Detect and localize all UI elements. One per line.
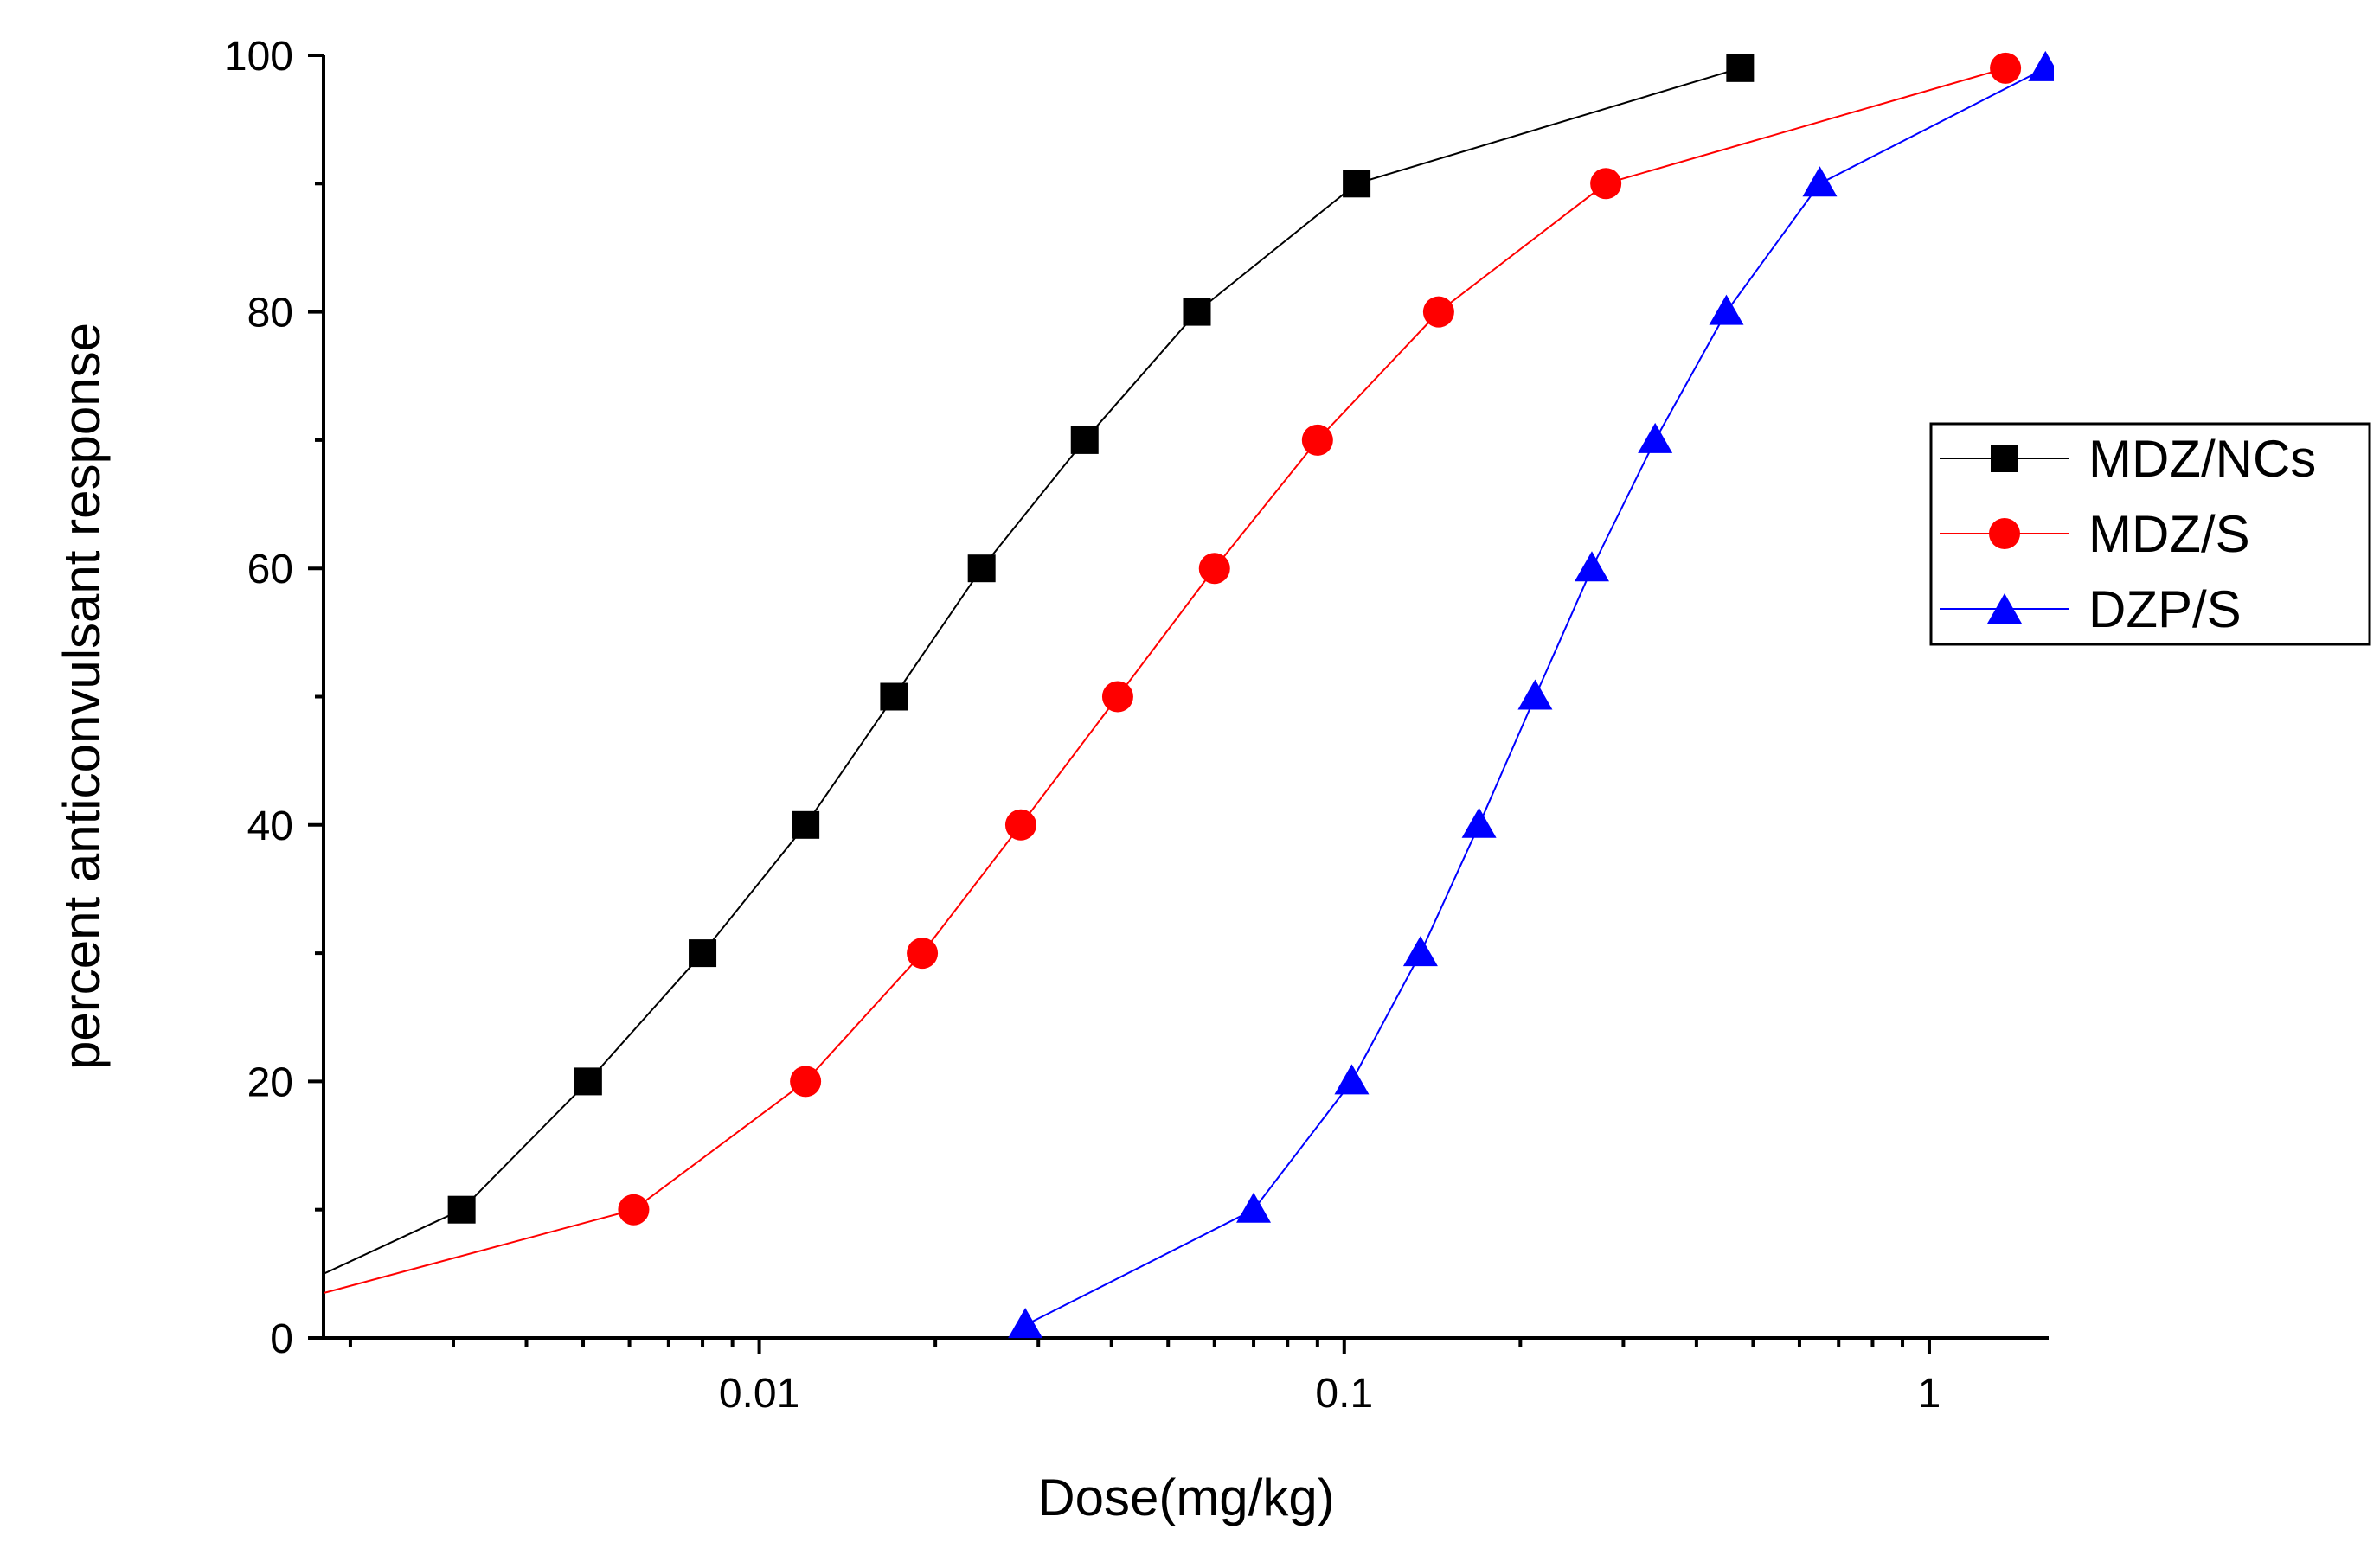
y-tick-label: 80: [247, 291, 293, 336]
data-point-mdz-ncs: [574, 1067, 602, 1096]
data-point-mdz-s: [618, 1194, 650, 1226]
legend-label-mdz-ncs: MDZ/NCs: [2088, 430, 2316, 488]
y-ticks: 0 20 40 60 80 100: [224, 34, 324, 1362]
series-layer: [324, 50, 2054, 1339]
data-point-mdz-ncs: [1343, 170, 1371, 198]
series-mdz-ncs: [324, 54, 1755, 1275]
data-point-mdz-s: [1422, 296, 1454, 328]
legend: MDZ/NCs MDZ/S DZP/S: [1929, 422, 2371, 646]
data-point-mdz-s: [907, 938, 939, 970]
y-tick-label: 100: [224, 34, 293, 80]
series-mdz-s: [324, 52, 2022, 1295]
data-point-mdz-ncs: [1726, 54, 1755, 82]
legend-label-dzp-s: DZP/S: [2088, 580, 2242, 638]
data-point-dzp-s: [1008, 1308, 1043, 1339]
data-point-mdz-ncs: [1183, 298, 1211, 326]
y-axis-title: percent anticonvulsant response: [53, 323, 111, 1070]
y-tick-label: 0: [270, 1316, 293, 1362]
legend-marker-mdz-s: [1989, 518, 2020, 549]
data-point-mdz-ncs: [447, 1195, 476, 1224]
data-point-dzp-s: [2028, 50, 2054, 81]
legend-label-mdz-s: MDZ/S: [2088, 505, 2250, 563]
x-ticks: 0.01 0.1 1: [348, 1338, 1941, 1417]
y-axis: 0 20 40 60 80 100 percent anticonvulsant resp…: [53, 34, 325, 1362]
legend-entry-mdz-ncs: MDZ/NCs: [1940, 430, 2316, 488]
y-tick-label: 20: [247, 1059, 293, 1105]
data-point-dzp-s: [1402, 936, 1438, 967]
legend-marker-mdz-ncs: [1991, 445, 2018, 472]
series-line-mdz-ncs: [324, 67, 1741, 1275]
data-point-mdz-s: [1004, 809, 1036, 841]
y-tick-label: 40: [247, 803, 293, 849]
x-tick-label: 0.1: [1315, 1371, 1373, 1417]
legend-marker-dzp-s: [1987, 593, 2022, 624]
data-point-mdz-s: [1301, 424, 1333, 456]
y-tick-label: 60: [247, 547, 293, 592]
data-point-mdz-ncs: [1070, 426, 1099, 454]
legend-entry-mdz-s: MDZ/S: [1940, 505, 2250, 563]
data-point-mdz-ncs: [689, 939, 717, 968]
data-point-dzp-s: [1709, 294, 1744, 325]
data-point-mdz-ncs: [880, 682, 908, 711]
x-tick-label: 0.01: [719, 1371, 799, 1417]
data-point-mdz-s: [1590, 168, 1622, 200]
data-point-mdz-s: [790, 1066, 822, 1098]
data-point-dzp-s: [1802, 166, 1838, 197]
data-point-mdz-ncs: [967, 554, 996, 583]
data-point-dzp-s: [1334, 1064, 1370, 1095]
data-point-mdz-s: [1101, 681, 1133, 713]
series-dzp-s: [1008, 50, 2054, 1339]
data-point-mdz-s: [1990, 52, 2022, 84]
data-point-dzp-s: [1574, 551, 1609, 582]
data-point-mdz-s: [1198, 553, 1230, 585]
data-point-dzp-s: [1236, 1192, 1272, 1223]
data-point-dzp-s: [1638, 422, 1673, 453]
x-axis: 0.01 0.1 1 Dose(mg/kg): [324, 1336, 2049, 1526]
data-point-mdz-ncs: [792, 810, 820, 839]
x-tick-label: 1: [1918, 1371, 1941, 1417]
series-line-mdz-s: [324, 67, 2006, 1295]
data-point-dzp-s: [1461, 807, 1497, 838]
data-point-dzp-s: [1517, 679, 1553, 710]
x-axis-title: Dose(mg/kg): [1037, 1469, 1334, 1526]
legend-entry-dzp-s: DZP/S: [1940, 580, 2242, 638]
